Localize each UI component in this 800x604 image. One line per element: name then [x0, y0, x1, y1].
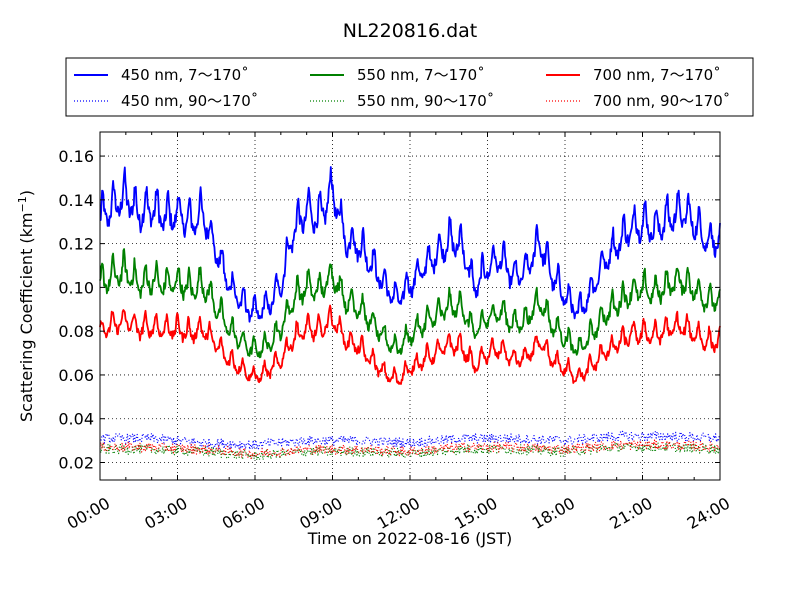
y-tick-label: 0.06 [58, 366, 94, 385]
series-line [99, 166, 721, 323]
y-tick-label: 0.04 [58, 410, 94, 429]
series-layer [99, 166, 721, 461]
x-axis-label: Time on 2022-08-16 (JST) [307, 529, 512, 548]
y-tick-labels: 0.02 0.04 0.06 0.08 0.10 0.12 0.14 0.16 [58, 147, 94, 472]
legend-label: 550 nm, 7～170˚ [357, 66, 485, 84]
plot-frame [99, 131, 721, 481]
series-line [99, 304, 721, 385]
y-tick-label: 0.08 [58, 322, 94, 341]
series-line [99, 430, 720, 451]
y-tick-label: 0.14 [58, 191, 94, 210]
legend-label: 700 nm, 7～170˚ [593, 66, 721, 84]
y-axis-label-close: ) [17, 190, 36, 196]
y-tick-label: 0.02 [58, 453, 94, 472]
y-tick-label: 0.12 [58, 235, 94, 254]
legend-label: 450 nm, 7～170˚ [121, 66, 249, 84]
legend: 450 nm, 7～170˚ 550 nm, 7～170˚ 700 nm, 7～17… [65, 57, 754, 117]
grid [100, 132, 720, 480]
y-axis-label-main: Scattering Coefficient (km [17, 212, 36, 422]
legend-label: 550 nm, 90～170˚ [357, 92, 494, 110]
legend-label: 700 nm, 90～170˚ [593, 92, 730, 110]
y-axis-label: Scattering Coefficient (km−1) [16, 190, 36, 422]
series-line [99, 441, 721, 461]
y-tick-label: 0.16 [58, 147, 94, 166]
chart-title: NL220816.dat [343, 20, 478, 42]
y-tick-label: 0.10 [58, 278, 94, 297]
legend-box [65, 57, 754, 117]
legend-label: 450 nm, 90～170˚ [121, 92, 258, 110]
y-axis-label-superscript: −1 [16, 196, 29, 212]
series-line [99, 248, 721, 359]
series-line [99, 439, 721, 459]
